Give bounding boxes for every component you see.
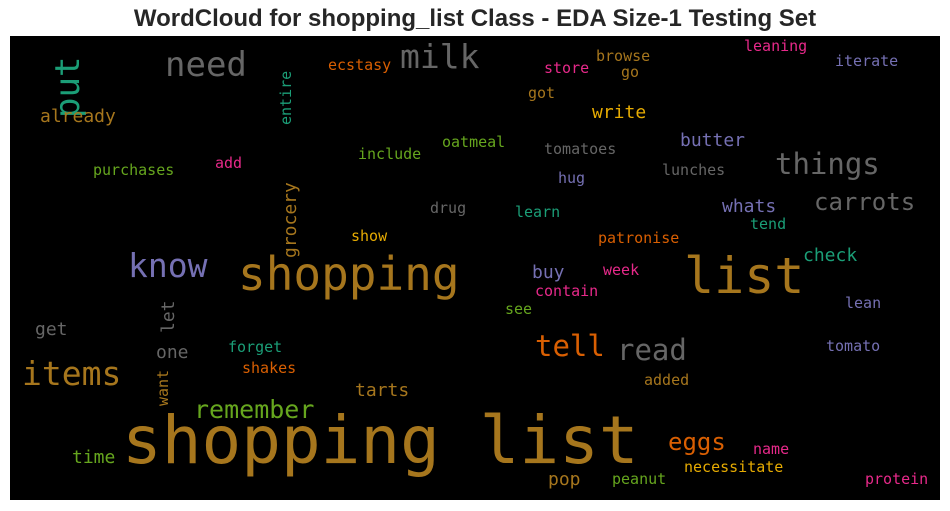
word-store: store [544,59,590,77]
word-include: include [358,145,422,163]
word-check: check [803,245,858,266]
word-forget: forget [228,338,283,356]
word-pop: pop [548,469,581,490]
word-week: week [603,261,640,279]
word-go: go [621,63,640,81]
word-need: need [165,45,247,85]
word-added: added [644,371,690,389]
word-whats: whats [722,196,777,217]
word-know: know [128,246,208,285]
word-see: see [505,300,533,318]
word-lean: lean [845,294,882,312]
word-purchases: purchases [93,161,175,179]
word-drug: drug [430,199,467,217]
word-grocery: grocery [280,182,301,258]
word-show: show [351,227,388,245]
word-browse: browse [596,47,651,65]
word-one: one [156,342,189,363]
word-entire: entire [277,70,295,125]
word-patronise: patronise [598,229,680,247]
word-things: things [775,147,880,181]
word-milk: milk [400,37,480,76]
word-eggs: eggs [668,428,726,456]
word-learn: learn [515,203,561,221]
word-already: already [40,106,116,127]
word-tomatoes: tomatoes [544,140,617,158]
word-hug: hug [558,169,586,187]
word-name: name [753,440,790,458]
word-shopping: shopping [238,247,460,301]
word-read: read [617,333,687,367]
word-contain: contain [535,282,599,300]
word-peanut: peanut [612,470,667,488]
word-shakes: shakes [242,359,297,377]
word-list: list [684,247,805,305]
word-leaning: leaning [744,37,808,55]
word-oatmeal: oatmeal [442,133,506,151]
word-buy: buy [532,262,565,283]
chart-title: WordCloud for shopping_list Class - EDA … [133,5,817,32]
word-items: items [22,354,122,393]
word-add: add [215,154,243,172]
word-shopping-list: shopping list [122,402,639,479]
word-get: get [35,319,68,340]
word-protein: protein [865,470,929,488]
word-write: write [592,102,647,123]
word-butter: butter [680,130,746,151]
word-necessitate: necessitate [684,458,784,476]
word-remember: remember [194,395,315,424]
word-tarts: tarts [355,380,410,401]
word-tell: tell [535,329,605,363]
word-ecstasy: ecstasy [328,56,392,74]
word-carrots: carrots [814,188,916,216]
word-tomato: tomato [826,337,881,355]
word-lunches: lunches [662,161,726,179]
word-got: got [528,84,556,102]
word-want: want [154,369,172,406]
word-cloud: shopping list shopping list know items n… [10,36,940,500]
word-tend: tend [750,215,787,233]
word-let: let [158,300,179,333]
word-iterate: iterate [835,52,899,70]
word-time: time [72,447,116,468]
